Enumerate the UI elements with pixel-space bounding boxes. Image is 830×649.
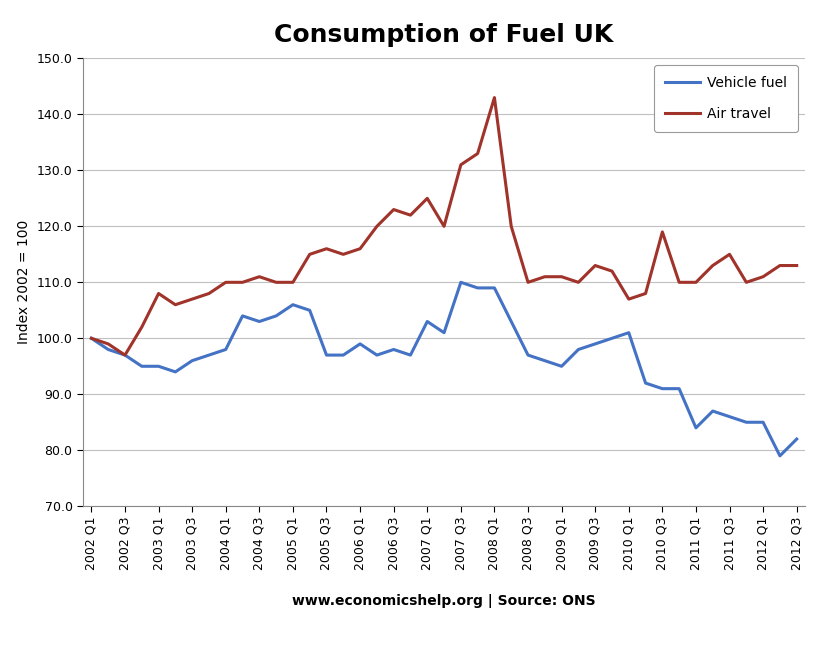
Vehicle fuel [523, 351, 533, 359]
Vehicle fuel [490, 284, 500, 292]
Air travel [86, 334, 96, 342]
Air travel [674, 278, 684, 286]
Air travel [204, 289, 214, 297]
Air travel [271, 278, 281, 286]
Vehicle fuel [741, 419, 751, 426]
Air travel [725, 251, 735, 258]
Air travel [792, 262, 802, 269]
Air travel [574, 278, 583, 286]
Air travel [120, 351, 130, 359]
Air travel [657, 228, 667, 236]
Air travel [708, 262, 718, 269]
Air travel [775, 262, 785, 269]
Vehicle fuel [204, 351, 214, 359]
Vehicle fuel [725, 413, 735, 421]
Vehicle fuel [472, 284, 482, 292]
Vehicle fuel [137, 362, 147, 370]
Air travel [758, 273, 768, 280]
Vehicle fuel [590, 340, 600, 348]
Air travel [103, 340, 113, 348]
Vehicle fuel [574, 345, 583, 353]
Title: Consumption of Fuel UK: Consumption of Fuel UK [275, 23, 613, 47]
Air travel [321, 245, 331, 252]
Air travel [691, 278, 701, 286]
Vehicle fuel [406, 351, 416, 359]
Air travel [237, 278, 247, 286]
Air travel [154, 289, 164, 297]
Vehicle fuel [221, 345, 231, 353]
Vehicle fuel [237, 312, 247, 320]
Vehicle fuel [120, 351, 130, 359]
Air travel [590, 262, 600, 269]
Air travel [641, 289, 651, 297]
Line: Air travel: Air travel [91, 97, 797, 355]
Air travel [188, 295, 198, 303]
Legend: Vehicle fuel, Air travel: Vehicle fuel, Air travel [654, 66, 798, 132]
Vehicle fuel [86, 334, 96, 342]
Air travel [456, 161, 466, 169]
Vehicle fuel [355, 340, 365, 348]
Vehicle fuel [708, 407, 718, 415]
Vehicle fuel [456, 278, 466, 286]
Vehicle fuel [641, 379, 651, 387]
Air travel [624, 295, 634, 303]
Vehicle fuel [439, 329, 449, 337]
Air travel [540, 273, 549, 280]
Vehicle fuel [691, 424, 701, 432]
Vehicle fuel [388, 345, 398, 353]
Air travel [221, 278, 231, 286]
Air travel [523, 278, 533, 286]
Vehicle fuel [170, 368, 180, 376]
Vehicle fuel [154, 362, 164, 370]
Vehicle fuel [254, 317, 264, 325]
Air travel [557, 273, 567, 280]
Air travel [406, 211, 416, 219]
Air travel [388, 206, 398, 214]
Air travel [254, 273, 264, 280]
Air travel [607, 267, 617, 275]
Vehicle fuel [422, 317, 432, 325]
Line: Vehicle fuel: Vehicle fuel [91, 282, 797, 456]
Vehicle fuel [506, 317, 516, 325]
Vehicle fuel [792, 435, 802, 443]
Vehicle fuel [103, 345, 113, 353]
Air travel [741, 278, 751, 286]
Air travel [305, 251, 315, 258]
Vehicle fuel [557, 362, 567, 370]
Vehicle fuel [758, 419, 768, 426]
Air travel [170, 300, 180, 308]
Text: www.economicshelp.org | Source: ONS: www.economicshelp.org | Source: ONS [292, 594, 596, 607]
Air travel [355, 245, 365, 252]
Air travel [422, 195, 432, 202]
Air travel [439, 223, 449, 230]
Vehicle fuel [624, 329, 634, 337]
Air travel [339, 251, 349, 258]
Vehicle fuel [321, 351, 331, 359]
Vehicle fuel [657, 385, 667, 393]
Air travel [137, 323, 147, 331]
Vehicle fuel [271, 312, 281, 320]
Air travel [372, 223, 382, 230]
Vehicle fuel [188, 357, 198, 365]
Vehicle fuel [674, 385, 684, 393]
Vehicle fuel [775, 452, 785, 459]
Air travel [506, 223, 516, 230]
Vehicle fuel [607, 334, 617, 342]
Air travel [472, 150, 482, 158]
Air travel [490, 93, 500, 101]
Vehicle fuel [339, 351, 349, 359]
Vehicle fuel [372, 351, 382, 359]
Vehicle fuel [288, 300, 298, 308]
Air travel [288, 278, 298, 286]
Vehicle fuel [540, 357, 549, 365]
Y-axis label: Index 2002 = 100: Index 2002 = 100 [17, 220, 32, 345]
Vehicle fuel [305, 306, 315, 314]
